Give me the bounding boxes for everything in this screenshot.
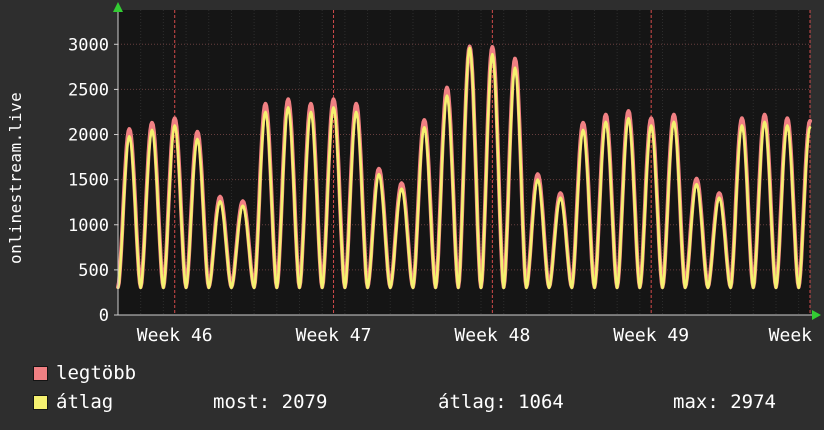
stat-most: most: 2079	[213, 391, 328, 413]
chart-canvas: 0 500 1000 1500 2000 2500 3000 Week 46 Week 47 We…	[68, 2, 821, 346]
y-tick-label: 2500	[68, 80, 109, 100]
y-tick-label: 0	[99, 306, 109, 326]
y-tick-label: 1000	[68, 216, 109, 236]
legend-label-legtobb: legtöbb	[56, 362, 137, 384]
x-tick-label: Week 48	[454, 325, 530, 346]
legend-label-atlag: átlag	[56, 391, 114, 413]
legend-swatch-atlag	[33, 395, 48, 410]
x-tick-label: Week 49	[613, 325, 689, 346]
stat-max: max: 2974	[673, 391, 776, 413]
y-tick-label: 1500	[68, 171, 109, 191]
stat-atlag: átlag: 1064	[438, 391, 564, 413]
x-tick-label: Week 46	[137, 325, 213, 346]
axis-arrow-up-icon	[113, 2, 123, 12]
x-tick-label: Week 47	[296, 325, 372, 346]
x-tick-label: Week	[769, 325, 813, 346]
series-line-atlag	[116, 46, 812, 290]
y-tick-label: 3000	[68, 35, 109, 55]
y-tick-label: 2000	[68, 126, 109, 146]
y-tick-label: 500	[78, 261, 109, 281]
legend-swatch-legtobb	[33, 366, 48, 381]
axis-arrow-right-icon	[812, 310, 821, 320]
